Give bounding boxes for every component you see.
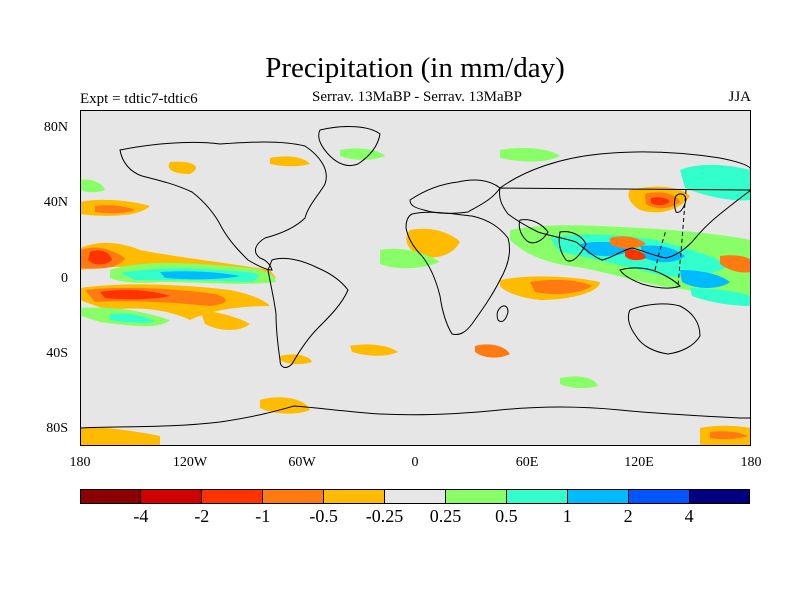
lon-label-180w: 180 <box>69 455 91 470</box>
map-svg <box>80 110 751 446</box>
coast-arabia <box>518 219 549 244</box>
lat-label-40n: 40N <box>43 195 68 210</box>
map-frame <box>80 110 751 446</box>
coast-europe <box>409 179 501 214</box>
field-canada-yellow <box>270 156 310 167</box>
field-asia-red <box>625 249 646 261</box>
colorbar-swatch <box>202 489 263 504</box>
colorbar-swatch <box>385 489 446 504</box>
field-sw-antarctic-yellow <box>80 427 160 446</box>
field-arctic-green <box>500 148 560 162</box>
colorbar-swatch <box>446 489 507 504</box>
coast-madagascar <box>496 305 509 323</box>
coast-greenland <box>318 126 381 167</box>
field-sp-yellow2 <box>200 310 250 330</box>
colorbar-swatch <box>263 489 324 504</box>
lon-label-60e: 60E <box>515 455 539 470</box>
season-label: JJA <box>728 89 751 105</box>
coast-south-america <box>267 257 349 368</box>
coast-antarctica <box>80 405 751 429</box>
lat-label-80n: 80N <box>43 120 68 135</box>
colorbar-label: -1 <box>255 506 271 526</box>
coast-asia <box>499 151 751 261</box>
colorbar-label: -4 <box>133 506 149 526</box>
field-asia-blue2 <box>640 245 685 263</box>
comparison-label: Serrav. 13MaBP - Serrav. 13MaBP <box>312 89 522 105</box>
colorbar-label: 4 <box>684 506 694 526</box>
colorbar-label: 0.25 <box>429 506 462 526</box>
colorbar-label: 1 <box>562 506 572 526</box>
colorbar-label: -2 <box>194 506 210 526</box>
colorbar-label: -0.5 <box>309 506 338 526</box>
colorbar-swatch <box>568 489 629 504</box>
field-asia-blue3 <box>680 270 730 288</box>
colorbar-swatch <box>690 489 750 504</box>
field-greenland-green <box>340 148 385 160</box>
coast-indonesia <box>619 267 681 289</box>
coast-india <box>558 231 587 262</box>
lon-label-120w: 120W <box>172 455 208 470</box>
field-ne-pacific-orange <box>95 205 135 214</box>
field-so-yellow1 <box>350 344 398 356</box>
colorbar-swatch <box>80 489 141 504</box>
coast-africa <box>405 211 511 335</box>
field-nw-pacific-cyan <box>680 164 751 201</box>
field-atlantic-green <box>380 248 440 269</box>
field-japan-red <box>651 197 670 206</box>
field-pacific-blue <box>160 271 240 280</box>
lat-label-0: 0 <box>61 271 68 286</box>
coast-australia <box>627 303 701 355</box>
field-so-yellow2 <box>280 354 312 365</box>
field-dateline-orange <box>720 255 751 273</box>
colorbar-swatch <box>629 489 690 504</box>
colorbar-swatch <box>324 489 385 504</box>
precipitation-map <box>80 110 751 446</box>
lon-label-60w: 60W <box>288 455 316 470</box>
field-asia-orange <box>610 236 646 249</box>
coast-japan <box>674 193 687 213</box>
colorbar-label: 0.5 <box>495 506 518 526</box>
field-antarctic-yellow <box>260 397 310 414</box>
field-se-antarctic-orange <box>710 431 748 440</box>
field-africa-yellow <box>406 228 460 258</box>
lon-label-180e: 180 <box>740 455 762 470</box>
anomaly-fields <box>80 148 751 446</box>
colorbar-swatch <box>507 489 568 504</box>
field-sp-cyan <box>110 313 155 323</box>
experiment-label: Expt = tdtic7-tdtic6 <box>80 91 198 107</box>
lat-label-80s: 80S <box>46 421 68 436</box>
dashed-line-1 <box>677 189 687 287</box>
lon-label-120e: 120E <box>624 455 654 470</box>
field-npac-green <box>80 179 105 193</box>
colorbar-label: 2 <box>623 506 633 526</box>
field-pacific-red <box>88 250 112 265</box>
field-so-green <box>560 376 598 389</box>
coast-north-america <box>119 141 327 271</box>
chart-title: Precipitation (in mm/day) <box>265 52 565 84</box>
coastlines <box>80 126 751 429</box>
colorbar-swatch <box>141 489 202 504</box>
colorbar-label: -0.25 <box>365 506 404 526</box>
lat-label-40s: 40S <box>46 346 68 361</box>
field-np-yellow <box>168 161 197 174</box>
lon-label-0: 0 <box>411 455 419 470</box>
field-io-orange <box>530 279 592 294</box>
colorbar <box>80 489 750 504</box>
field-wpac-cyan <box>690 288 751 306</box>
field-south-pacific-red <box>100 289 170 300</box>
field-so-orange <box>475 344 510 358</box>
